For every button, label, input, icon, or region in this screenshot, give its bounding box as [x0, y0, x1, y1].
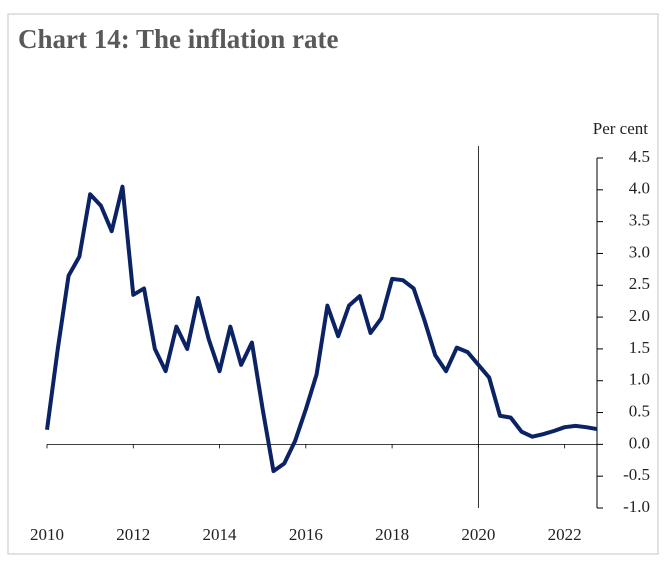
y-tick-label: 4.0 — [629, 179, 650, 198]
y-tick-label: 2.5 — [629, 274, 650, 293]
data-line — [45, 184, 598, 474]
x-tick-label: 2018 — [375, 525, 409, 544]
chart-title: Chart 14: The inflation rate — [18, 24, 338, 54]
chart-frame — [7, 13, 659, 555]
y-tick-label: 0.0 — [629, 433, 650, 452]
y-tick-label: 1.5 — [629, 338, 650, 357]
y-tick-label: 4.5 — [629, 147, 650, 166]
y-tick-label: -0.5 — [623, 465, 650, 484]
y-tick-label: 3.5 — [629, 211, 650, 230]
y-unit: Per cent — [593, 119, 649, 138]
x-tick-label: 2020 — [461, 525, 495, 544]
y-tick-label: 3.0 — [629, 242, 650, 261]
x-tick-label: 2010 — [30, 525, 64, 544]
y-tick-label: 0.5 — [629, 401, 650, 420]
x-tick-label: 2022 — [548, 525, 582, 544]
x-tick-label: 2014 — [203, 525, 238, 544]
y-tick-label: 1.0 — [629, 370, 650, 389]
x-tick-label: 2016 — [289, 525, 323, 544]
x-tick-label: 2012 — [116, 525, 150, 544]
y-tick-label: 2.0 — [629, 306, 650, 325]
y-tick-label: -1.0 — [623, 497, 650, 516]
